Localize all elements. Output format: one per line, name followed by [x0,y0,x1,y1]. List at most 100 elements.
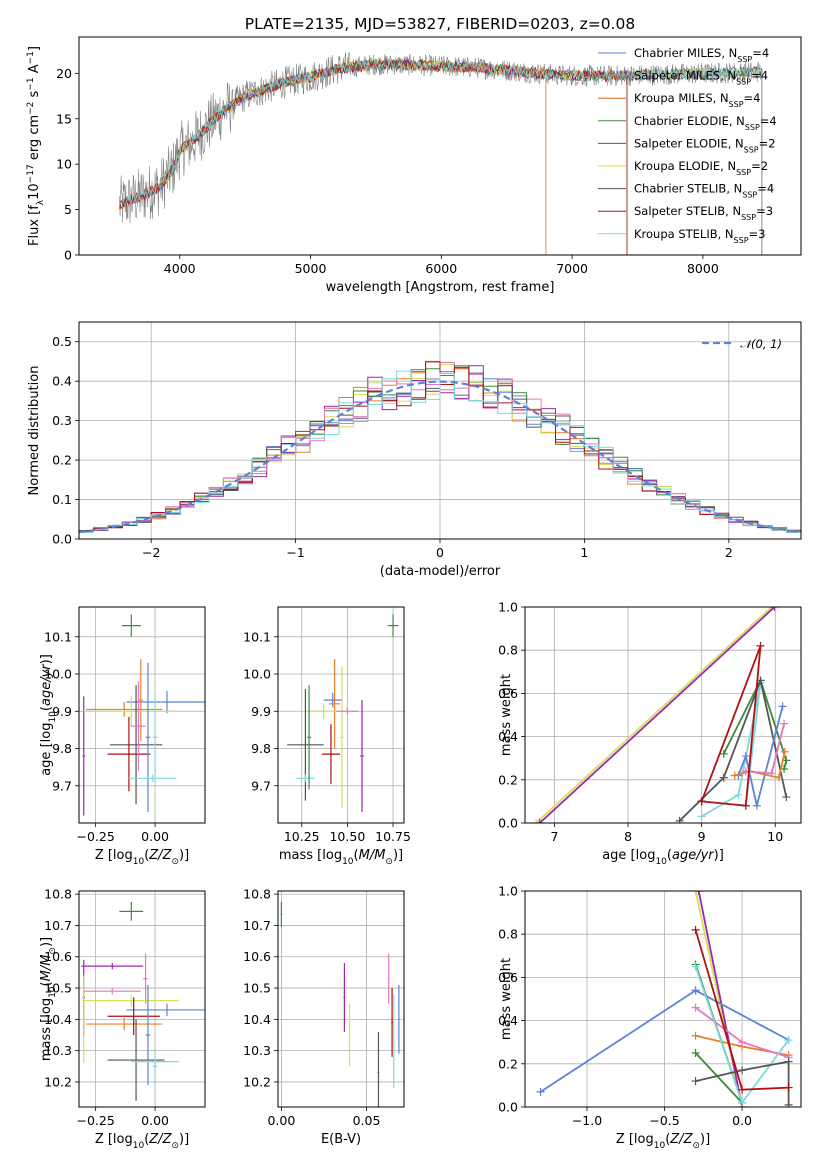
weight-line [697,891,743,1107]
y-tick-label: 9.8 [52,741,72,756]
x-axis-label: age [log10(age/yr)] [602,848,724,867]
y-tick-label: 0.2 [498,772,518,787]
panel-mass-weight-vs-age: 7 8 9 10 0.0 0.2 0.4 0.6 0.8 1.0 age [log10(age/yr… [498,600,802,867]
data-point [336,707,359,715]
y-tick-label: 0.3 [52,413,72,428]
x-tick-label: 10.25 [284,829,320,844]
x-tick-label: 0.0 [732,1113,752,1128]
legend-label: Salpeter MILES, NSSP=4 [634,69,768,87]
y-axis-label: mass [log10(M/M⊙)] [39,937,58,1061]
y-tick-label: 15 [56,111,72,126]
data-point [280,901,283,927]
data-point [343,963,346,1032]
weight-series [535,607,779,823]
weight-marker [691,962,700,971]
legend-label: Salpeter STELIB, NSSP=3 [634,204,773,222]
y-tick-label: 10.5 [243,981,271,996]
weight-marker [719,749,728,758]
weight-marker [738,1098,747,1107]
panel-mass-weight-vs-Z: −1.0 −0.5 0.0 0.0 0.2 0.4 0.6 0.8 1.0 Z [log10(Z/… [498,884,802,1151]
weight-marker [738,1085,747,1094]
y-tick-label: 0.2 [52,453,72,468]
x-tick-label: −0.25 [76,829,114,844]
data-point [109,685,163,805]
x-tick-label: 0.00 [267,1113,295,1128]
gaussian-curve [79,380,801,534]
histograms [79,360,801,535]
weight-marker [694,891,703,895]
x-axis-label: Z [log10(Z/Z⊙)] [95,1132,189,1151]
axes-frame [78,890,206,1108]
data-point [86,701,163,717]
y-tick-label: 5 [64,202,72,217]
weight-marker [691,1031,700,1040]
weight-marker [675,816,684,823]
weight-marker [780,747,789,756]
legend-label: Kroupa STELIB, NSSP=3 [634,227,765,245]
legend-label: 𝒩(0, 1) [740,337,782,351]
data-point [391,988,393,1057]
y-tick-label: 9.8 [251,741,271,756]
weight-marker [734,790,743,799]
data-point [145,662,151,812]
y-tick-label: 10.1 [243,629,271,644]
weight-marker [767,769,776,778]
figure-title: PLATE=2135, MJD=53827, FIBERID=0203, z=0… [245,15,635,33]
axes-frame [78,36,802,256]
panel-mass-vs-ebv: 0.00 0.05 10.2 10.3 10.4 10.5 10.6 10.7 10.8 E(B-… [243,887,405,1147]
y-tick-label: 10.2 [243,1074,271,1089]
x-axis-label: E(B-V) [321,1132,361,1147]
spectrum-model [163,58,763,255]
axes-frame [78,321,802,540]
data-point [107,716,151,792]
y-tick-label: 0 [64,248,72,263]
weight-line [701,682,762,818]
data-point [86,1017,163,1031]
x-tick-label: 1 [580,545,588,560]
spectrum-lines [119,52,763,255]
y-tick-label: 0.0 [52,532,72,547]
x-tick-label: −2 [142,545,160,560]
y-tick-label: 10.5 [44,981,72,996]
weight-marker [782,793,791,802]
y-tick-label: 9.7 [251,778,271,793]
x-tick-label: 7000 [556,261,588,276]
weight-marker [535,819,544,823]
weight-series [691,1057,793,1107]
data-point [126,1003,205,1017]
weight-marker [691,1049,700,1057]
data-point [305,703,342,719]
data-point [360,700,364,812]
weight-marker [691,1003,700,1012]
data-point [387,953,390,1004]
x-tick-label: 10.75 [375,829,411,844]
data-point [128,774,177,783]
y-tick-label: 10.6 [243,949,271,964]
data-point [126,690,205,714]
weight-marker [784,1083,793,1092]
weight-line [737,706,784,806]
legend-label: Chabrier MILES, NSSP=4 [634,46,769,64]
x-tick-label: −0.25 [76,1113,114,1128]
y-axis-label: mass weight [499,674,514,756]
weight-series [697,641,765,810]
data-point [398,984,400,1054]
x-tick-label: 5000 [295,261,327,276]
panel-mass-vs-Z: −0.25 0.00 10.2 10.3 10.4 10.5 10.6 10.7 10.8 Z [… [39,887,206,1151]
x-tick-label: −1.0 [572,1113,602,1128]
x-axis-label: (data-model)/error [380,564,501,579]
y-tick-label: 0.4 [52,374,72,389]
x-tick-label: 4000 [164,261,196,276]
data-point [323,692,342,708]
x-tick-label: 0.00 [141,829,169,844]
x-tick-label: 2 [725,545,733,560]
y-tick-label: 0.0 [498,816,518,831]
y-tick-label: 10.2 [44,1074,72,1089]
x-axis-label: mass [log10(M/M⊙)] [279,848,403,867]
weight-marker [691,1077,700,1086]
weight-marker [738,1038,747,1047]
y-tick-label: 1.0 [498,884,518,899]
weight-line [700,645,762,807]
x-tick-label: 0.05 [353,1113,381,1128]
y-tick-label: 10.7 [44,918,72,933]
